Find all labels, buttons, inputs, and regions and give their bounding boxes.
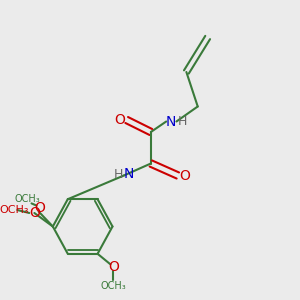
Text: O: O bbox=[34, 202, 46, 215]
Text: O: O bbox=[114, 113, 125, 127]
Text: OCH₃: OCH₃ bbox=[100, 281, 126, 291]
Text: OCH₃: OCH₃ bbox=[0, 205, 29, 215]
Text: N: N bbox=[123, 167, 134, 181]
Text: O: O bbox=[179, 169, 191, 182]
Text: N: N bbox=[166, 115, 176, 128]
Text: O: O bbox=[108, 260, 118, 274]
Text: H: H bbox=[178, 115, 188, 128]
Text: OCH₃: OCH₃ bbox=[14, 194, 40, 204]
Text: O: O bbox=[29, 206, 40, 220]
Text: H: H bbox=[113, 167, 123, 181]
